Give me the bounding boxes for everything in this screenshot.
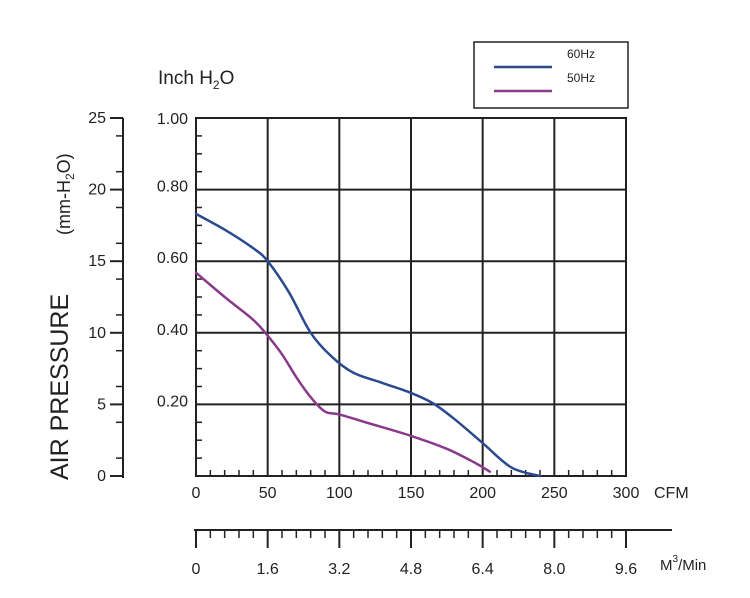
y-axis-unit-label: (mm-H2O) <box>54 153 77 235</box>
inner-axis-tick-label: 0.40 <box>157 322 188 339</box>
cfm-tick-label: 50 <box>259 485 277 502</box>
cfm-tick-label: 0 <box>192 485 201 502</box>
inner-axis-tick-label: 0.80 <box>157 179 188 196</box>
cfm-axis-title: CFM <box>654 485 689 502</box>
series-lines <box>194 212 542 478</box>
left-axis-tick-label: 5 <box>97 396 106 413</box>
legend-label-60hz: 60Hz <box>567 47 595 61</box>
left-axis-ticks: 0 5 10 15 20 25 <box>88 110 123 485</box>
inner-axis-ticks: 0.20 0.40 0.60 0.80 1.00 <box>157 111 188 410</box>
cfm-tick-label: 250 <box>541 485 568 502</box>
cfm-tick-label: 200 <box>469 485 496 502</box>
cfm-tick-label: 300 <box>613 485 640 502</box>
inner-axis-tick-label: 1.00 <box>157 111 188 128</box>
m3-axis-tick-label: 4.8 <box>400 561 422 578</box>
m3-axis-tick-label: 3.2 <box>328 561 350 578</box>
legend-label-50hz: 50Hz <box>567 71 595 85</box>
inch-h2o-main: Inch H <box>158 68 213 89</box>
m3-axis-title-sup: 3 <box>673 554 679 565</box>
y-axis-unit-end: O) <box>54 153 74 173</box>
m3-axis-tick-label: 9.6 <box>615 561 637 578</box>
m3-axis-tick-label: 1.6 <box>257 561 279 578</box>
m3-axis-tick-label: 6.4 <box>472 561 494 578</box>
legend: 60Hz 50Hz <box>473 41 629 109</box>
cfm-tick-label: 150 <box>398 485 425 502</box>
left-axis-tick-label: 25 <box>88 110 106 127</box>
y-axis-unit-sub: 2 <box>63 173 77 180</box>
chart-grid <box>196 118 626 476</box>
m3-axis-title-main: M <box>660 557 673 574</box>
plot-frame <box>195 117 627 477</box>
inch-h2o-end: O <box>220 68 235 89</box>
left-axis-tick-label: 20 <box>88 182 106 199</box>
m3-axis-tick-label: 0 <box>192 561 201 578</box>
m3-axis-title: M3/Min <box>660 554 706 574</box>
m3-axis-title-end: /Min <box>678 557 706 574</box>
series-line-50hz <box>194 271 492 473</box>
inner-axis-tick-label: 0.20 <box>157 393 188 410</box>
y-axis-unit-main: (mm-H <box>54 180 74 235</box>
legend-box <box>473 41 629 109</box>
inch-h2o-sub: 2 <box>213 78 220 92</box>
cfm-axis-ticks: 0 50 100 150 200 250 300 <box>192 485 640 502</box>
m3-axis-tick-label: 8.0 <box>543 561 565 578</box>
m3-axis-ticks: 0 1.6 3.2 4.8 6.4 8.0 9.6 <box>192 530 637 578</box>
left-axis-tick-label: 10 <box>88 325 106 342</box>
inner-axis-tick-label: 0.60 <box>157 250 188 267</box>
series-line-60hz <box>194 212 542 478</box>
left-axis-tick-label: 0 <box>97 468 106 485</box>
cfm-tick-label: 100 <box>326 485 353 502</box>
left-axis-tick-label: 15 <box>88 253 106 270</box>
y-axis-title: AIR PRESSURE <box>46 294 74 480</box>
inch-h2o-label: Inch H2O <box>158 68 234 92</box>
